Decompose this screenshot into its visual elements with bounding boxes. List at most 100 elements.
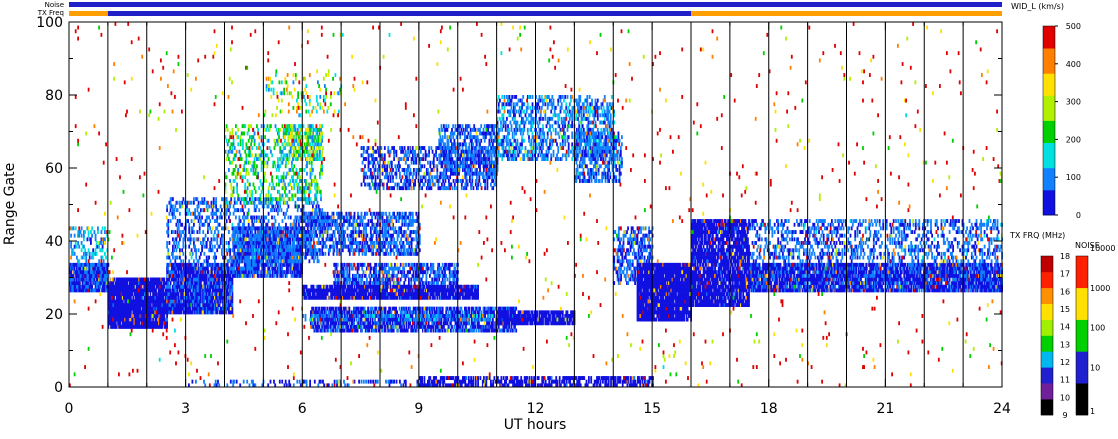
echo-cell [304,168,306,172]
echo-cell [177,288,179,292]
echo-cell [290,91,292,95]
echo-cell [417,237,419,241]
echo-cell [206,219,208,223]
echo-cell [317,102,319,106]
echo-cell [309,245,311,249]
echo-cell [280,226,282,230]
echo-cell [338,248,340,252]
echo-cell [250,168,252,172]
noise-segment [69,2,1002,7]
echo-cell [316,205,318,209]
echo-cell [186,208,188,212]
echo-cell [297,175,299,179]
echo-cell [296,139,298,143]
echo-cell [293,142,295,146]
echo-cell [236,256,238,260]
echo-cell [237,248,239,252]
echo-cell [232,128,234,132]
echo-cell [239,256,241,260]
echo-cell [200,219,202,223]
echo-cell [373,212,375,216]
echo-cell [237,168,239,172]
echo-cell [261,259,263,263]
echo-cell [316,252,318,256]
echo-cell [337,226,339,230]
echo-cell [268,186,270,190]
echo-cell [81,241,83,245]
echo-cell [258,252,260,256]
echo-cell [240,245,242,249]
echo-cell [167,248,169,252]
echo-cell [324,84,326,88]
echo-cell [308,212,310,216]
echo-cell [283,91,285,95]
echo-cell [385,241,387,245]
echo-cell [70,256,72,260]
echo-cell [364,216,366,220]
echo-cell [276,91,278,95]
echo-cell [249,241,251,245]
echo-cell [284,77,286,81]
echo-cell [316,99,318,103]
echo-cell [326,245,328,249]
echo-cell [356,234,358,238]
echo-cell [343,216,345,220]
echo-cell [289,153,291,157]
echo-cell [212,245,214,249]
echo-cell [314,234,316,238]
echo-cell [319,157,321,161]
echo-cell [95,237,97,241]
echo-cell [330,216,332,220]
echo-cell [80,230,82,234]
echo-cell [283,146,285,150]
echo-cell [73,226,75,230]
echo-cell [321,153,323,157]
echo-cell [244,205,246,209]
echo-cell [296,99,298,103]
echo-cell [298,172,300,176]
echo-cell [288,245,290,249]
echo-cell [319,106,321,110]
echo-cell [282,124,284,128]
echo-cell [271,153,273,157]
echo-cell [312,208,314,212]
echo-cell [320,194,322,198]
echo-cell [227,205,229,209]
echo-cell [166,245,168,249]
echo-cell [213,197,215,201]
echo-cell [333,212,335,216]
echo-cell [385,226,387,230]
echo-cell [193,270,195,274]
echo-cell [230,256,232,260]
echo-cell [172,237,174,241]
echo-cell [352,230,354,234]
echo-cell [305,256,307,260]
echo-cell [298,146,300,150]
echo-cell [316,95,318,99]
echo-cell [267,226,269,230]
echo-cell [330,226,332,230]
echo-cell [194,245,196,249]
echo-cell [396,241,398,245]
echo-cell [274,234,276,238]
echo-cell [311,172,313,176]
echo-cell [227,128,229,132]
echo-cell [319,223,321,227]
echo-cell [232,285,234,289]
echo-cell [256,164,258,168]
echo-cell [321,168,323,172]
echo-cell [343,223,345,227]
echo-cell [397,237,399,241]
echo-cell [267,161,269,165]
echo-cell [276,168,278,172]
echo-cell [232,292,234,296]
echo-cell [307,128,309,132]
echo-cell [81,248,83,252]
echo-cell [232,132,234,136]
echo-cell [228,216,230,220]
echo-cell [183,288,185,292]
echo-cell [247,146,249,150]
echo-cell [289,241,291,245]
echo-cell [249,183,251,187]
echo-cell [91,234,93,238]
